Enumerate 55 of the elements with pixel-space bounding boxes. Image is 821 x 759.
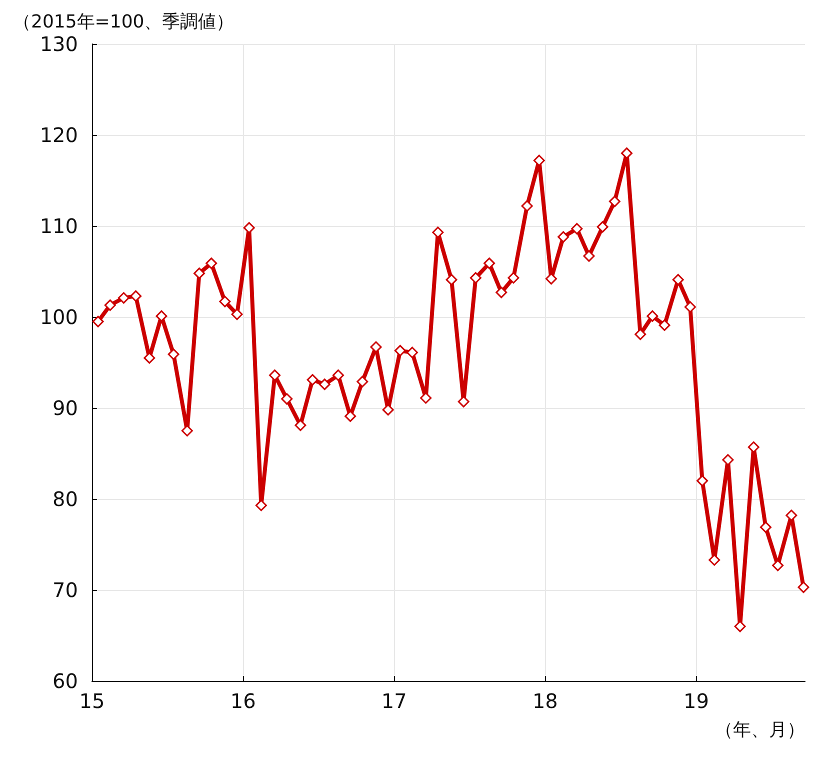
point: [194, 268, 205, 280]
point: [583, 250, 595, 262]
x-tick-label: 19: [684, 689, 709, 713]
point: [521, 200, 533, 212]
y-tick-label: 80: [52, 487, 78, 511]
point: [92, 316, 104, 328]
point: [545, 273, 557, 285]
point: [104, 299, 116, 311]
point: [130, 290, 142, 302]
y-tick-label: 60: [52, 669, 78, 693]
point: [206, 258, 218, 270]
point: [181, 425, 193, 436]
point: [558, 231, 570, 243]
y-tick-label: 110: [40, 214, 78, 238]
point: [446, 274, 458, 286]
y-tick-label: 100: [40, 305, 78, 329]
point: [281, 393, 293, 405]
point: [508, 272, 520, 284]
point: [356, 376, 368, 388]
y-tick-label: 90: [52, 396, 78, 420]
point: [118, 292, 130, 304]
point: [684, 301, 696, 313]
point: [608, 196, 620, 208]
x-tick-label: 18: [532, 689, 558, 713]
point: [318, 378, 330, 390]
point: [748, 441, 760, 453]
y-tick-label: 70: [52, 578, 78, 602]
point: [306, 374, 318, 386]
point: [734, 620, 746, 632]
point: [672, 274, 684, 286]
point: [394, 344, 406, 356]
x-tick-label: 17: [381, 689, 407, 713]
y-tick-label: 130: [40, 32, 78, 56]
x-axis-title: （年、月）: [715, 720, 805, 740]
point: [406, 346, 418, 358]
point: [658, 319, 670, 331]
point: [168, 348, 180, 360]
point: [571, 222, 583, 234]
point: [332, 369, 344, 381]
point: [496, 286, 508, 298]
y-axis-title: （2015年=100、季調値）: [13, 12, 234, 32]
point: [484, 258, 496, 270]
point: [621, 147, 632, 159]
point: [269, 369, 281, 381]
point: [696, 475, 708, 487]
point: [219, 296, 231, 308]
point: [596, 221, 608, 233]
point: [798, 582, 810, 594]
point: [760, 521, 772, 533]
point: [470, 272, 482, 284]
x-tick-label: 16: [230, 689, 256, 713]
point: [646, 310, 658, 322]
y-tick-label: 120: [40, 123, 78, 147]
x-tick-label: 15: [79, 689, 105, 713]
point: [231, 308, 243, 320]
